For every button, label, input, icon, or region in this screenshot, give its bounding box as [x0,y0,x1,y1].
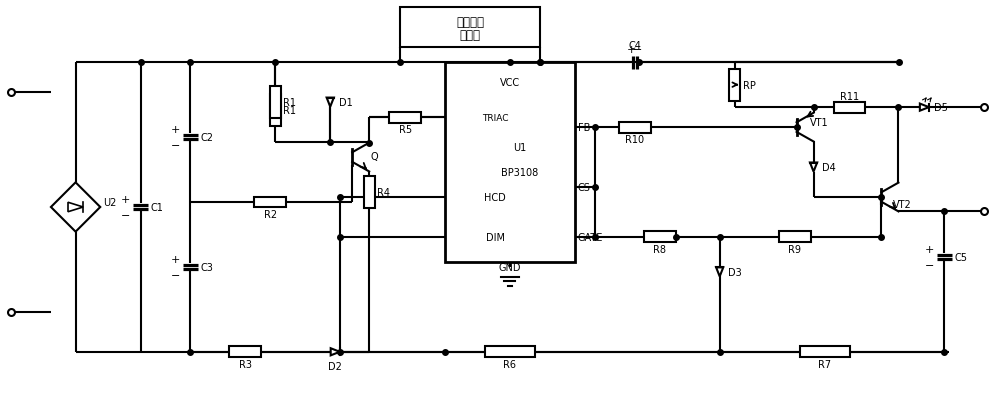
Text: FB: FB [578,123,590,133]
Text: R1: R1 [283,106,296,116]
Text: U2: U2 [103,198,117,207]
Text: R1: R1 [283,98,296,108]
Text: VT1: VT1 [810,118,828,128]
Bar [270,87,281,119]
Text: R10: R10 [625,135,644,145]
Text: −: − [171,270,180,280]
Text: R7: R7 [818,359,831,369]
Text: −: − [925,260,934,270]
Text: R3: R3 [239,359,252,369]
Text: D4: D4 [822,163,836,173]
Bar [729,70,740,101]
Text: +: + [121,195,130,205]
Text: D3: D3 [728,267,742,277]
Text: GND: GND [499,262,521,272]
Text: R9: R9 [788,244,801,254]
Text: DIM: DIM [486,232,505,242]
Bar [389,112,421,123]
Text: HCD: HCD [484,192,506,202]
Text: +: + [627,45,636,55]
Bar [644,232,676,243]
Text: R6: R6 [503,359,516,369]
Text: R11: R11 [840,92,859,101]
Text: −: − [633,45,643,55]
Text: 压电路: 压电路 [460,29,481,42]
Text: TRIAC: TRIAC [482,113,508,122]
Text: U1: U1 [513,143,527,153]
Bar [619,122,651,133]
Text: R2: R2 [264,209,277,220]
Text: R5: R5 [399,125,412,135]
Polygon shape [327,98,334,107]
Bar [800,346,850,357]
Bar [779,232,811,243]
Text: C2: C2 [200,133,213,143]
Text: C4: C4 [628,41,641,51]
Text: +: + [925,245,934,255]
Bar [270,95,281,127]
Bar [445,63,575,262]
Polygon shape [716,268,723,277]
Text: 三极管稳: 三极管稳 [456,16,484,29]
Bar [834,102,865,113]
Text: VCC: VCC [500,78,520,88]
Text: R4: R4 [377,188,390,198]
Text: D2: D2 [328,361,342,371]
Text: BP3108: BP3108 [501,168,539,178]
Polygon shape [920,104,929,111]
Text: C1: C1 [150,202,163,213]
Bar [229,346,261,357]
Text: D1: D1 [339,98,352,108]
Bar [400,8,540,48]
Text: +: + [171,255,180,264]
Polygon shape [51,183,100,232]
Text: CS: CS [578,183,591,192]
Text: C5: C5 [954,252,967,262]
Text: Q: Q [370,152,378,162]
Polygon shape [68,203,83,212]
Bar [485,346,535,357]
Text: RP: RP [743,81,756,90]
Text: GATE: GATE [578,232,603,242]
Text: R8: R8 [653,244,666,254]
Text: C3: C3 [200,262,213,272]
Text: D5: D5 [934,103,948,113]
Polygon shape [810,163,817,172]
Text: −: − [171,141,180,150]
Bar [364,177,375,209]
Text: VT2: VT2 [892,200,911,209]
Polygon shape [331,348,340,356]
Bar [254,197,286,208]
Text: −: − [121,210,130,220]
Text: +: + [171,125,180,135]
